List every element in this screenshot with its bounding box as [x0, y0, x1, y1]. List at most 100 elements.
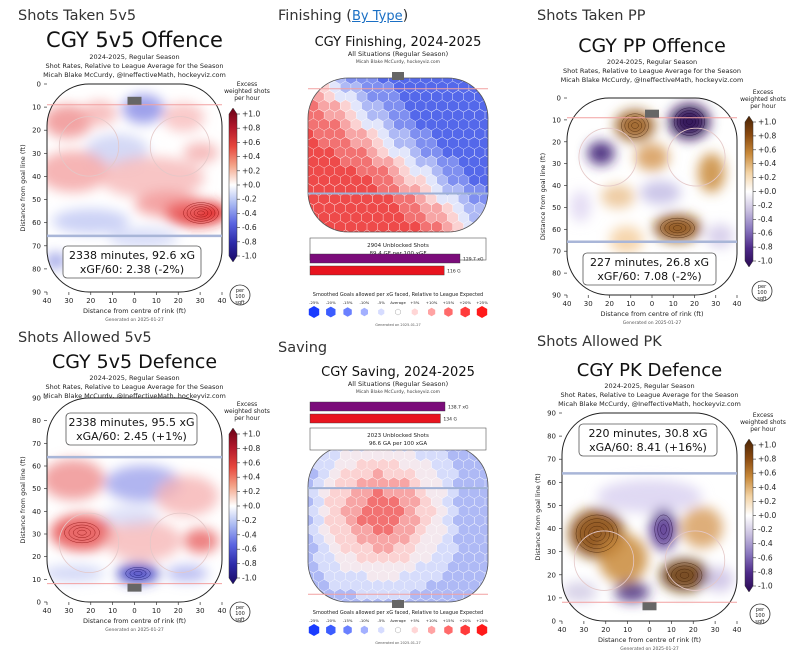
- colorbar-title-3: per hour: [234, 415, 260, 422]
- hex-cell: [356, 477, 367, 490]
- by-type-link[interactable]: By Type: [351, 9, 403, 24]
- total-bar-label: 116 G: [447, 269, 461, 275]
- hex-cell: [436, 486, 448, 499]
- hex-cell: [474, 533, 485, 545]
- hex-cell: [335, 570, 346, 583]
- section-title-shots-taken-5v5: Shots Taken 5v5: [18, 8, 137, 24]
- shots-box-line-2: 96.6 GA per 100 xGA: [369, 441, 427, 447]
- hex-cell: [410, 146, 421, 159]
- legend-hex: [460, 306, 470, 318]
- hex-cell: [442, 570, 453, 583]
- x-tick-label: 40: [733, 300, 742, 308]
- legend-tick-label: Average: [390, 618, 406, 623]
- hex-cell: [410, 78, 421, 84]
- hex-cell: [410, 165, 421, 177]
- x-tick-label: 30: [64, 607, 73, 615]
- hex-cell: [463, 90, 474, 103]
- hex-cell: [377, 533, 389, 545]
- generated-note: Generated on 2025-01-27: [375, 323, 421, 327]
- hex-cell: [426, 137, 437, 150]
- colorbar: [744, 438, 754, 593]
- x-tick-label: 30: [584, 300, 593, 308]
- colorbar-tick-label: -1.0: [758, 582, 773, 591]
- hex-cell: [399, 78, 410, 84]
- hex-cell: [404, 467, 416, 480]
- density-blob: [570, 190, 591, 223]
- x-tick-label: 10: [108, 297, 117, 305]
- legend-tick-label: +15%: [443, 300, 455, 305]
- hex-cell: [388, 127, 399, 140]
- contour-line: [683, 115, 696, 128]
- hex-cell: [420, 127, 432, 140]
- hex-cell: [491, 598, 501, 610]
- hex-cell: [324, 220, 335, 232]
- hex-cell: [356, 495, 367, 508]
- y-axis-label: Distance from goal line (ft): [19, 144, 27, 231]
- hex-cell: [372, 598, 383, 602]
- hex-cell: [394, 579, 405, 592]
- hex-cell: [399, 477, 410, 490]
- density-blob: [134, 192, 205, 218]
- hex-cell: [329, 99, 340, 112]
- hex-cell: [404, 81, 416, 94]
- y-tick-label: 90: [547, 410, 556, 418]
- contour-line: [193, 208, 209, 218]
- hex-cell: [431, 165, 442, 177]
- hex-cell: [367, 495, 378, 508]
- contour-line: [666, 562, 703, 588]
- hex-cell: [335, 514, 346, 527]
- y-tick-label: 60: [32, 463, 41, 471]
- hex-cell: [426, 505, 437, 518]
- total-bar-label: 129.7 xG: [463, 257, 484, 263]
- x-tick-label: 30: [196, 607, 205, 615]
- faceoff-circle-right: [149, 116, 211, 177]
- hex-cell: [318, 99, 330, 112]
- y-tick-label: 30: [552, 160, 561, 168]
- hex-cell: [458, 560, 469, 573]
- hex-cell: [367, 570, 378, 583]
- hex-cell: [399, 551, 410, 564]
- hex-cell: [458, 542, 469, 555]
- hex-cell: [345, 109, 357, 122]
- hex-cell: [356, 458, 367, 471]
- unit-label-2: 100: [235, 294, 245, 300]
- legend-tick-label: -20%: [326, 618, 336, 623]
- unit-label-2: 100: [757, 290, 767, 296]
- contour-line: [668, 222, 687, 234]
- hex-cell: [447, 486, 458, 499]
- hex-cell: [335, 146, 346, 159]
- hex-cell: [442, 588, 453, 601]
- legend-tick-label: +20%: [459, 618, 471, 623]
- hex-cell: [426, 81, 437, 94]
- hex-cell: [404, 99, 416, 112]
- hex-cell: [308, 165, 314, 177]
- hex-cell: [420, 533, 432, 545]
- hex-cell: [372, 523, 383, 536]
- contour-line: [627, 119, 643, 132]
- colorbar-tick-label: +1.0: [242, 430, 260, 439]
- y-tick-label: 0: [37, 81, 41, 89]
- hex-cell: [377, 551, 389, 564]
- density-blob: [640, 180, 681, 205]
- hex-cell: [377, 588, 389, 601]
- hex-cell: [420, 495, 432, 508]
- hex-cell: [474, 477, 485, 490]
- hex-cell: [308, 192, 319, 205]
- y-tick-label: 0: [552, 618, 556, 626]
- goal-net: [392, 72, 404, 80]
- hex-cell: [377, 514, 389, 527]
- hex-cell: [415, 505, 426, 518]
- hex-cell: [367, 220, 378, 232]
- hex-cell: [324, 458, 335, 471]
- hex-cell: [453, 127, 464, 140]
- hex-cell: [383, 598, 394, 602]
- hex-cell: [447, 118, 458, 131]
- hex-cell: [447, 137, 458, 150]
- hex-cell: [394, 211, 405, 224]
- hex-cell: [377, 127, 389, 140]
- hex-cell: [308, 486, 319, 499]
- legend-hex: [428, 625, 436, 635]
- colorbar-tick-label: -0.8: [758, 243, 773, 252]
- hex-cell: [367, 588, 378, 601]
- hex-cell: [491, 100, 501, 112]
